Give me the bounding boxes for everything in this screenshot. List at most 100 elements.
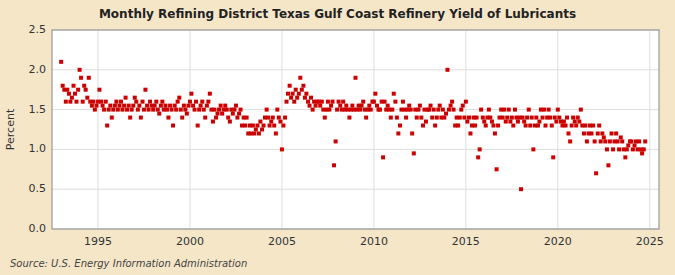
point (642, 147, 646, 151)
point (482, 120, 486, 124)
point (147, 108, 151, 112)
point (450, 100, 454, 104)
point (255, 124, 259, 128)
point (445, 68, 449, 72)
plot-frame (52, 30, 659, 229)
point (449, 104, 453, 108)
point (427, 108, 431, 112)
point (297, 92, 301, 96)
point (182, 104, 186, 108)
point (269, 120, 273, 124)
point (211, 120, 215, 124)
point (467, 116, 471, 120)
point (107, 108, 111, 112)
point (228, 120, 232, 124)
point (571, 116, 575, 120)
point (170, 108, 174, 112)
point (616, 139, 620, 143)
point (589, 131, 593, 135)
point (490, 120, 494, 124)
point (173, 104, 177, 108)
point (212, 108, 216, 112)
point (124, 96, 128, 100)
point (292, 100, 296, 104)
point (568, 139, 572, 143)
point (81, 100, 85, 104)
point (168, 104, 172, 108)
point (283, 116, 287, 120)
point (119, 100, 123, 104)
point (174, 108, 178, 112)
point (194, 100, 198, 104)
point (473, 124, 477, 128)
point (116, 108, 120, 112)
point (358, 108, 362, 112)
axes: 0.00.51.01.52.02.51995200020052010201520… (29, 23, 664, 248)
point (303, 96, 307, 100)
point (110, 116, 114, 120)
point (199, 104, 203, 108)
point (419, 116, 423, 120)
point (596, 131, 600, 135)
point (91, 100, 95, 104)
point (114, 100, 118, 104)
point (226, 116, 230, 120)
point (487, 108, 491, 112)
point (288, 84, 292, 88)
point (203, 116, 207, 120)
point (395, 116, 399, 120)
point (544, 124, 548, 128)
x-grid-line (465, 30, 466, 229)
point (519, 187, 523, 191)
point (93, 108, 97, 112)
point (274, 131, 278, 135)
point (407, 104, 411, 108)
point (464, 100, 468, 104)
x-tick-label: 2000 (176, 235, 204, 248)
point (409, 108, 413, 112)
point (531, 147, 535, 151)
y-axis-label: Percent (4, 108, 17, 150)
point (507, 108, 511, 112)
point (527, 108, 531, 112)
point (491, 124, 495, 128)
point (160, 100, 164, 104)
point (260, 128, 264, 132)
point (239, 108, 243, 112)
point (447, 108, 451, 112)
x-grid-line (281, 30, 282, 229)
point (510, 116, 514, 120)
point (102, 108, 106, 112)
y-tick-label: 0.5 (29, 182, 47, 195)
point (245, 116, 249, 120)
point (108, 104, 112, 108)
point (220, 112, 224, 116)
point (145, 104, 149, 108)
point (573, 120, 577, 124)
point (337, 100, 341, 104)
point (185, 112, 189, 116)
point (456, 124, 460, 128)
point (281, 124, 285, 128)
point (131, 104, 135, 108)
point (637, 139, 641, 143)
point (547, 108, 551, 112)
point (97, 88, 101, 92)
point (369, 108, 373, 112)
point (59, 60, 63, 64)
point (553, 116, 557, 120)
point (101, 104, 105, 108)
point (582, 131, 586, 135)
point (298, 76, 302, 80)
point (166, 116, 170, 120)
x-grid-line (189, 30, 190, 229)
x-tick-label: 2025 (636, 235, 664, 248)
point (314, 104, 318, 108)
point (347, 116, 351, 120)
point (452, 108, 456, 112)
point (125, 108, 129, 112)
point (412, 151, 416, 155)
point (78, 68, 82, 72)
x-grid-line (97, 30, 98, 229)
points (59, 60, 647, 191)
